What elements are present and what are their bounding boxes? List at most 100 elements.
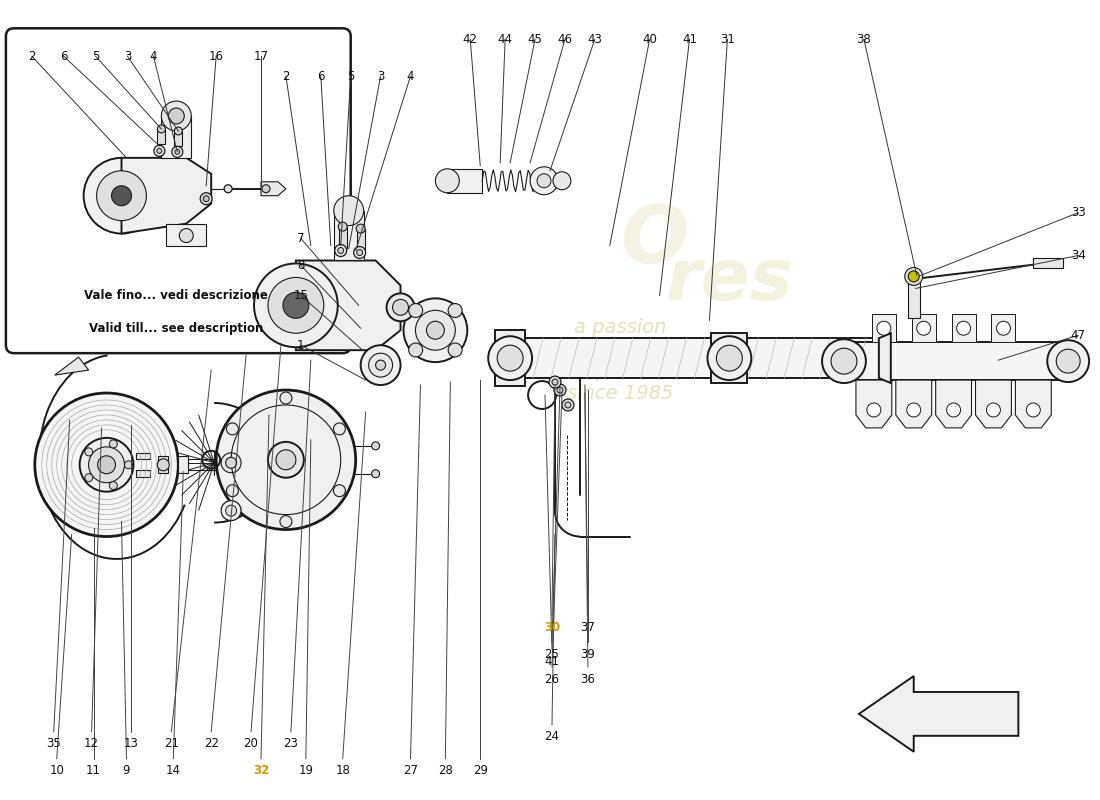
Circle shape	[338, 222, 348, 231]
Text: 37: 37	[581, 621, 595, 634]
Circle shape	[537, 174, 551, 188]
Circle shape	[716, 345, 742, 371]
Circle shape	[334, 245, 346, 257]
Text: 9: 9	[123, 764, 130, 778]
Text: 25: 25	[544, 648, 560, 661]
Text: 45: 45	[528, 33, 542, 46]
Polygon shape	[976, 380, 1011, 428]
Text: 27: 27	[403, 764, 418, 778]
Text: 42: 42	[463, 33, 477, 46]
Circle shape	[283, 292, 309, 318]
Text: Valid till... see description: Valid till... see description	[89, 322, 264, 334]
Circle shape	[488, 336, 532, 380]
Circle shape	[227, 423, 239, 435]
Circle shape	[409, 343, 422, 357]
Circle shape	[204, 196, 209, 202]
Text: 28: 28	[438, 764, 453, 778]
Circle shape	[905, 267, 923, 286]
Circle shape	[416, 310, 455, 350]
Polygon shape	[500, 338, 879, 378]
Circle shape	[268, 278, 323, 334]
Text: 44: 44	[497, 33, 513, 46]
Text: 11: 11	[86, 764, 101, 778]
Circle shape	[279, 392, 292, 404]
Circle shape	[436, 169, 460, 193]
Text: 43: 43	[587, 33, 603, 46]
Circle shape	[98, 456, 116, 474]
Circle shape	[172, 146, 183, 158]
Circle shape	[354, 246, 365, 258]
Polygon shape	[908, 277, 920, 318]
Circle shape	[1026, 403, 1041, 417]
Circle shape	[333, 423, 345, 435]
Circle shape	[947, 403, 960, 417]
Text: 35: 35	[46, 738, 62, 750]
Circle shape	[448, 303, 462, 318]
Circle shape	[987, 403, 1000, 417]
Circle shape	[179, 229, 194, 242]
Circle shape	[356, 224, 365, 233]
Circle shape	[549, 376, 561, 388]
Circle shape	[111, 186, 132, 206]
Text: 6: 6	[59, 50, 67, 62]
Text: 8: 8	[297, 259, 305, 272]
Text: 2: 2	[283, 70, 289, 82]
Polygon shape	[174, 131, 183, 146]
Text: 26: 26	[544, 673, 560, 686]
Polygon shape	[296, 261, 400, 350]
Text: 36: 36	[581, 673, 595, 686]
Text: 13: 13	[124, 738, 139, 750]
Circle shape	[124, 461, 132, 469]
Circle shape	[89, 447, 124, 482]
Circle shape	[109, 482, 118, 490]
Circle shape	[822, 339, 866, 383]
Circle shape	[154, 146, 165, 156]
Text: 15: 15	[294, 289, 308, 302]
Polygon shape	[339, 226, 346, 247]
Text: Vale fino... vedi descrizione: Vale fino... vedi descrizione	[85, 289, 268, 302]
Circle shape	[333, 485, 345, 497]
Polygon shape	[162, 116, 191, 158]
Circle shape	[393, 299, 408, 315]
Circle shape	[562, 399, 574, 411]
Polygon shape	[448, 169, 482, 193]
Circle shape	[221, 453, 241, 473]
Text: O: O	[620, 202, 689, 279]
Circle shape	[386, 294, 415, 322]
Text: 19: 19	[298, 764, 314, 778]
Circle shape	[552, 379, 558, 385]
Polygon shape	[261, 182, 286, 196]
Circle shape	[224, 185, 232, 193]
Text: 41: 41	[544, 654, 560, 667]
Text: 12: 12	[84, 738, 99, 750]
Circle shape	[427, 322, 444, 339]
Circle shape	[157, 148, 162, 154]
Text: 14: 14	[166, 764, 180, 778]
Text: 32: 32	[253, 764, 270, 778]
Circle shape	[909, 271, 920, 282]
Circle shape	[226, 505, 236, 516]
Polygon shape	[895, 380, 932, 428]
Text: 33: 33	[1070, 206, 1086, 219]
Circle shape	[276, 450, 296, 470]
Circle shape	[707, 336, 751, 380]
Circle shape	[368, 353, 393, 377]
Text: 10: 10	[50, 764, 64, 778]
Polygon shape	[991, 314, 1015, 342]
Polygon shape	[856, 380, 892, 428]
Text: 18: 18	[336, 764, 350, 778]
Circle shape	[409, 303, 422, 318]
FancyBboxPatch shape	[6, 28, 351, 353]
Polygon shape	[121, 158, 211, 234]
Circle shape	[375, 360, 386, 370]
Text: 34: 34	[1070, 249, 1086, 262]
Text: 6: 6	[317, 70, 324, 82]
Text: 2: 2	[29, 50, 35, 62]
Circle shape	[97, 170, 146, 221]
Polygon shape	[166, 224, 206, 246]
Polygon shape	[55, 357, 89, 375]
Text: 40: 40	[642, 33, 657, 46]
Circle shape	[372, 470, 379, 478]
Circle shape	[175, 150, 179, 154]
Text: res: res	[666, 246, 793, 315]
